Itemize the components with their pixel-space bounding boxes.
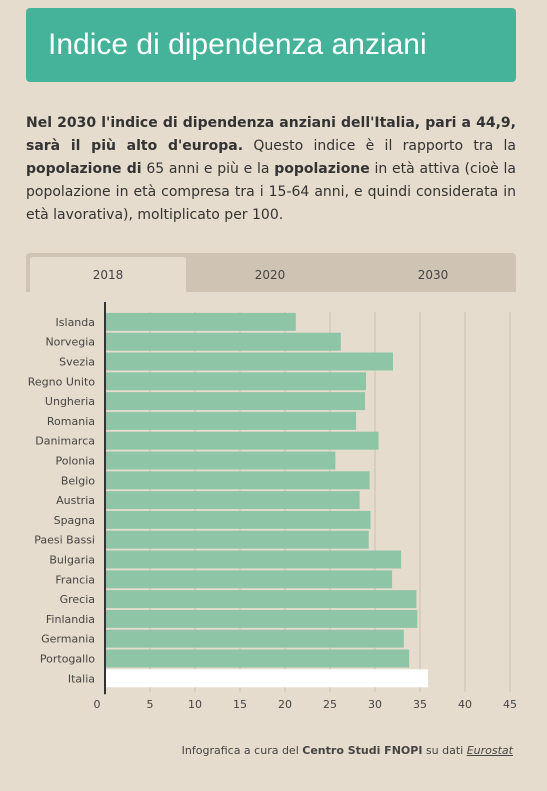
category-label: Finlandia (46, 613, 95, 626)
category-label: Paesi Bassi (34, 534, 95, 547)
description-bold-1: popolazione di (26, 161, 142, 177)
page-title: Indice di dipendenza anziani (48, 28, 427, 61)
bar-spagna (105, 510, 371, 529)
category-label: Germania (41, 633, 95, 646)
category-label: Spagna (54, 514, 95, 527)
tick-label: 45 (503, 698, 517, 711)
category-label: Norvegia (45, 336, 95, 349)
bar-bulgaria (105, 550, 402, 569)
bar-austria (105, 491, 360, 510)
category-label: Austria (56, 494, 95, 507)
description-bold-2: popolazione (274, 161, 370, 177)
bar-polonia (105, 451, 336, 470)
title-banner: Indice di dipendenza anziani (26, 8, 516, 82)
description-text-2: 65 anni e più e la (141, 161, 275, 177)
bar-grecia (105, 590, 417, 609)
bar-svezia (105, 352, 393, 371)
category-label: Regno Unito (28, 375, 95, 388)
year-tabs: 2018 2020 2030 (26, 253, 516, 292)
tick-label: 20 (278, 698, 292, 711)
tick-label: 25 (323, 698, 337, 711)
bar-francia (105, 570, 393, 589)
category-label: Portogallo (40, 653, 95, 666)
bar-romania (105, 411, 357, 430)
tick-label: 0 (94, 698, 101, 711)
description-lead: Nel 2030 l'indice di dipendenza anziani … (26, 115, 516, 154)
bar-germania (105, 629, 404, 648)
credit-source-link[interactable]: Eurostat (466, 744, 513, 757)
credit-org: Centro Studi FNOPI (302, 744, 423, 757)
tick-label: 15 (233, 698, 247, 711)
category-label: Romania (47, 415, 95, 428)
bar-belgio (105, 471, 370, 490)
category-label: Danimarca (35, 435, 95, 448)
bar-chart: Islanda Norvegia Svezia Regno Unito Ungheria… (28, 302, 517, 711)
category-label: Ungheria (45, 395, 95, 408)
description-text-3: in età attiva (cioè la popolazione in et… (26, 161, 517, 223)
category-label: Grecia (60, 593, 95, 606)
category-label: Belgio (61, 474, 95, 487)
tick-label: 5 (147, 698, 154, 711)
tab-2018[interactable]: 2018 (30, 257, 186, 292)
tick-label: 35 (413, 698, 427, 711)
category-label: Islanda (56, 316, 95, 329)
category-label: Italia (68, 672, 95, 685)
credit-middle: su dati (422, 744, 467, 757)
tick-label: 40 (458, 698, 472, 711)
bar-ungheria (105, 392, 366, 411)
tab-2030[interactable]: 2030 (417, 267, 449, 282)
bar-paesi-bassi (105, 530, 369, 549)
bar-portogallo (105, 649, 410, 668)
category-label: Svezia (59, 356, 95, 369)
bar-danimarca (105, 431, 379, 450)
tab-2020[interactable]: 2020 (254, 267, 286, 282)
credit-line: Infografica a cura del Centro Studi FNOP… (182, 744, 513, 757)
description-paragraph: Nel 2030 l'indice di dipendenza anziani … (26, 112, 516, 227)
bar-finlandia (105, 609, 418, 628)
category-label: Francia (55, 573, 95, 586)
bar-regno-unito (105, 372, 366, 391)
category-label: Polonia (55, 455, 95, 468)
credit-prefix: Infografica a cura del (181, 744, 303, 757)
description-text-1: Questo indice è il rapporto tra la (243, 138, 516, 154)
bar-norvegia (105, 332, 341, 351)
tick-label: 30 (368, 698, 382, 711)
bar-italia (105, 669, 429, 688)
category-label: Bulgaria (49, 554, 95, 567)
tick-label: 10 (188, 698, 202, 711)
bar-islanda (105, 312, 296, 331)
